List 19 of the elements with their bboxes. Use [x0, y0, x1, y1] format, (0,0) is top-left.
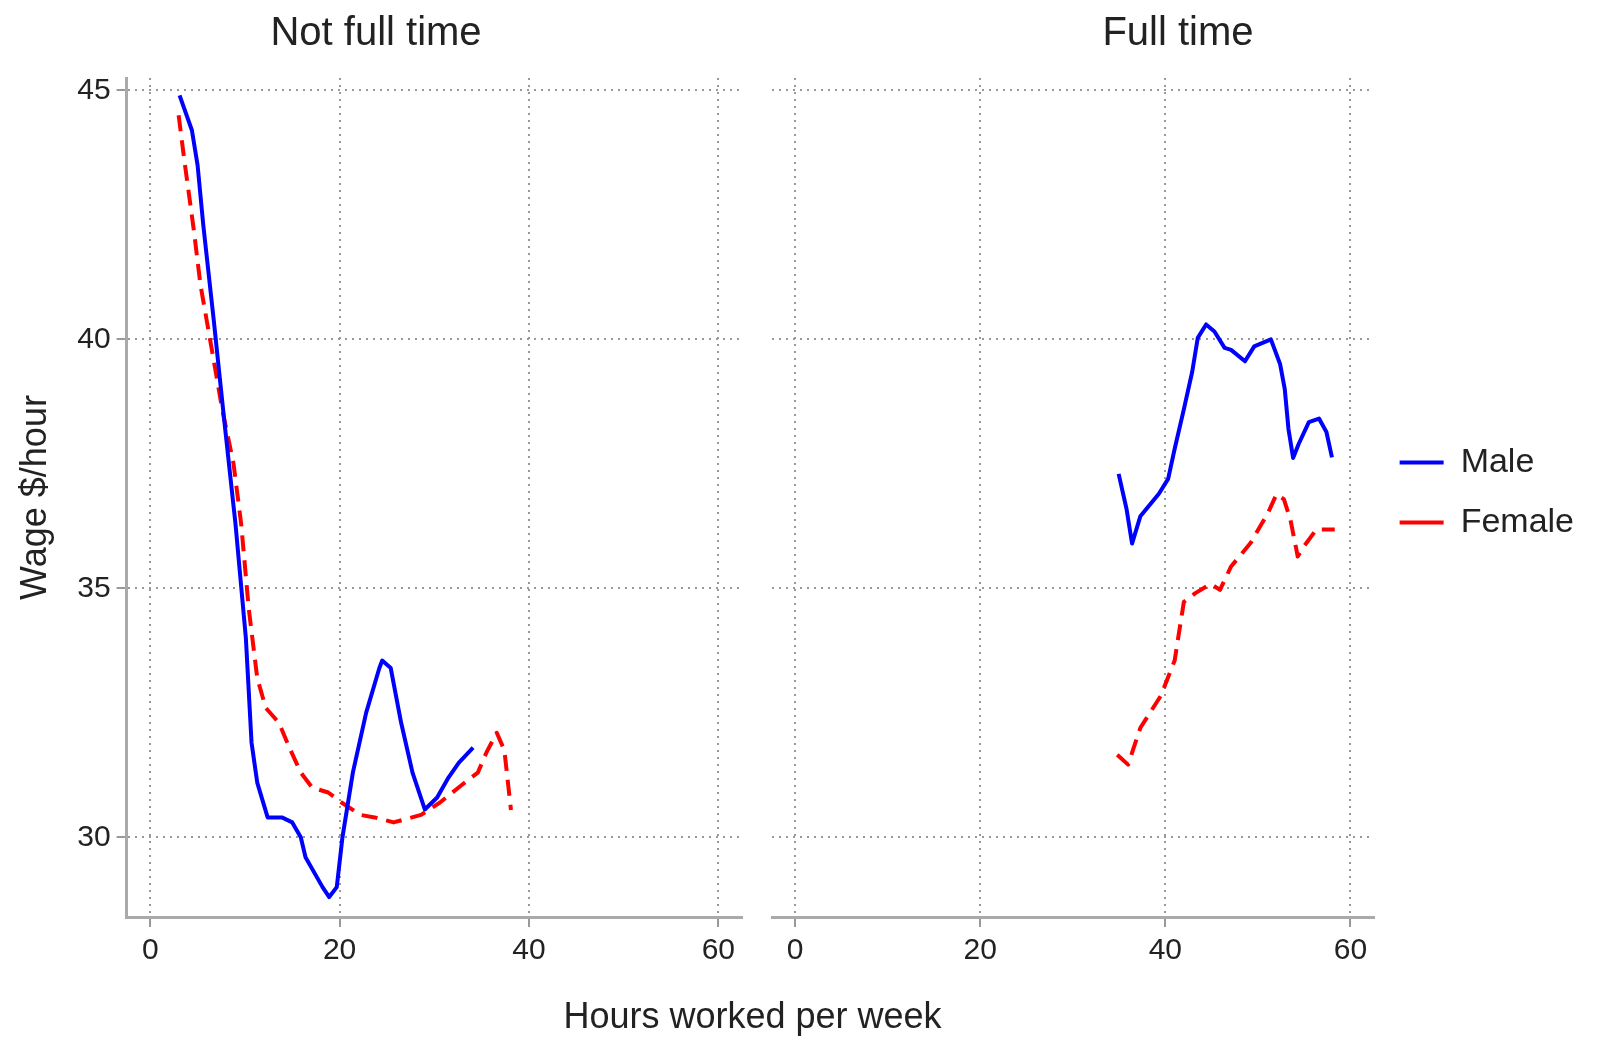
chart-title: Full time: [1102, 9, 1254, 54]
legend-label: Male: [1460, 440, 1535, 479]
x-axis-title: Hours worked per week: [562, 995, 943, 1037]
y-tick-label: 30: [77, 818, 111, 852]
x-tick-label: 60: [701, 932, 736, 966]
chart-title: Not full time: [270, 9, 482, 54]
x-tick-label: 0: [141, 932, 159, 966]
x-tick-label: 20: [963, 932, 997, 966]
legend-label: Female: [1460, 500, 1574, 539]
y-tick-label: 45: [77, 71, 111, 105]
y-tick-label: 35: [77, 569, 111, 603]
x-tick-label: 20: [322, 932, 357, 966]
line-series: [176, 113, 513, 825]
x-tick-label: 0: [786, 932, 804, 966]
y-axis-title: Wage $/hour: [12, 395, 54, 600]
x-tick-label: 40: [512, 932, 546, 966]
x-tick-label: 60: [1333, 932, 1368, 966]
y-tick-label: 40: [77, 320, 111, 354]
x-tick-label: 40: [1148, 932, 1183, 966]
